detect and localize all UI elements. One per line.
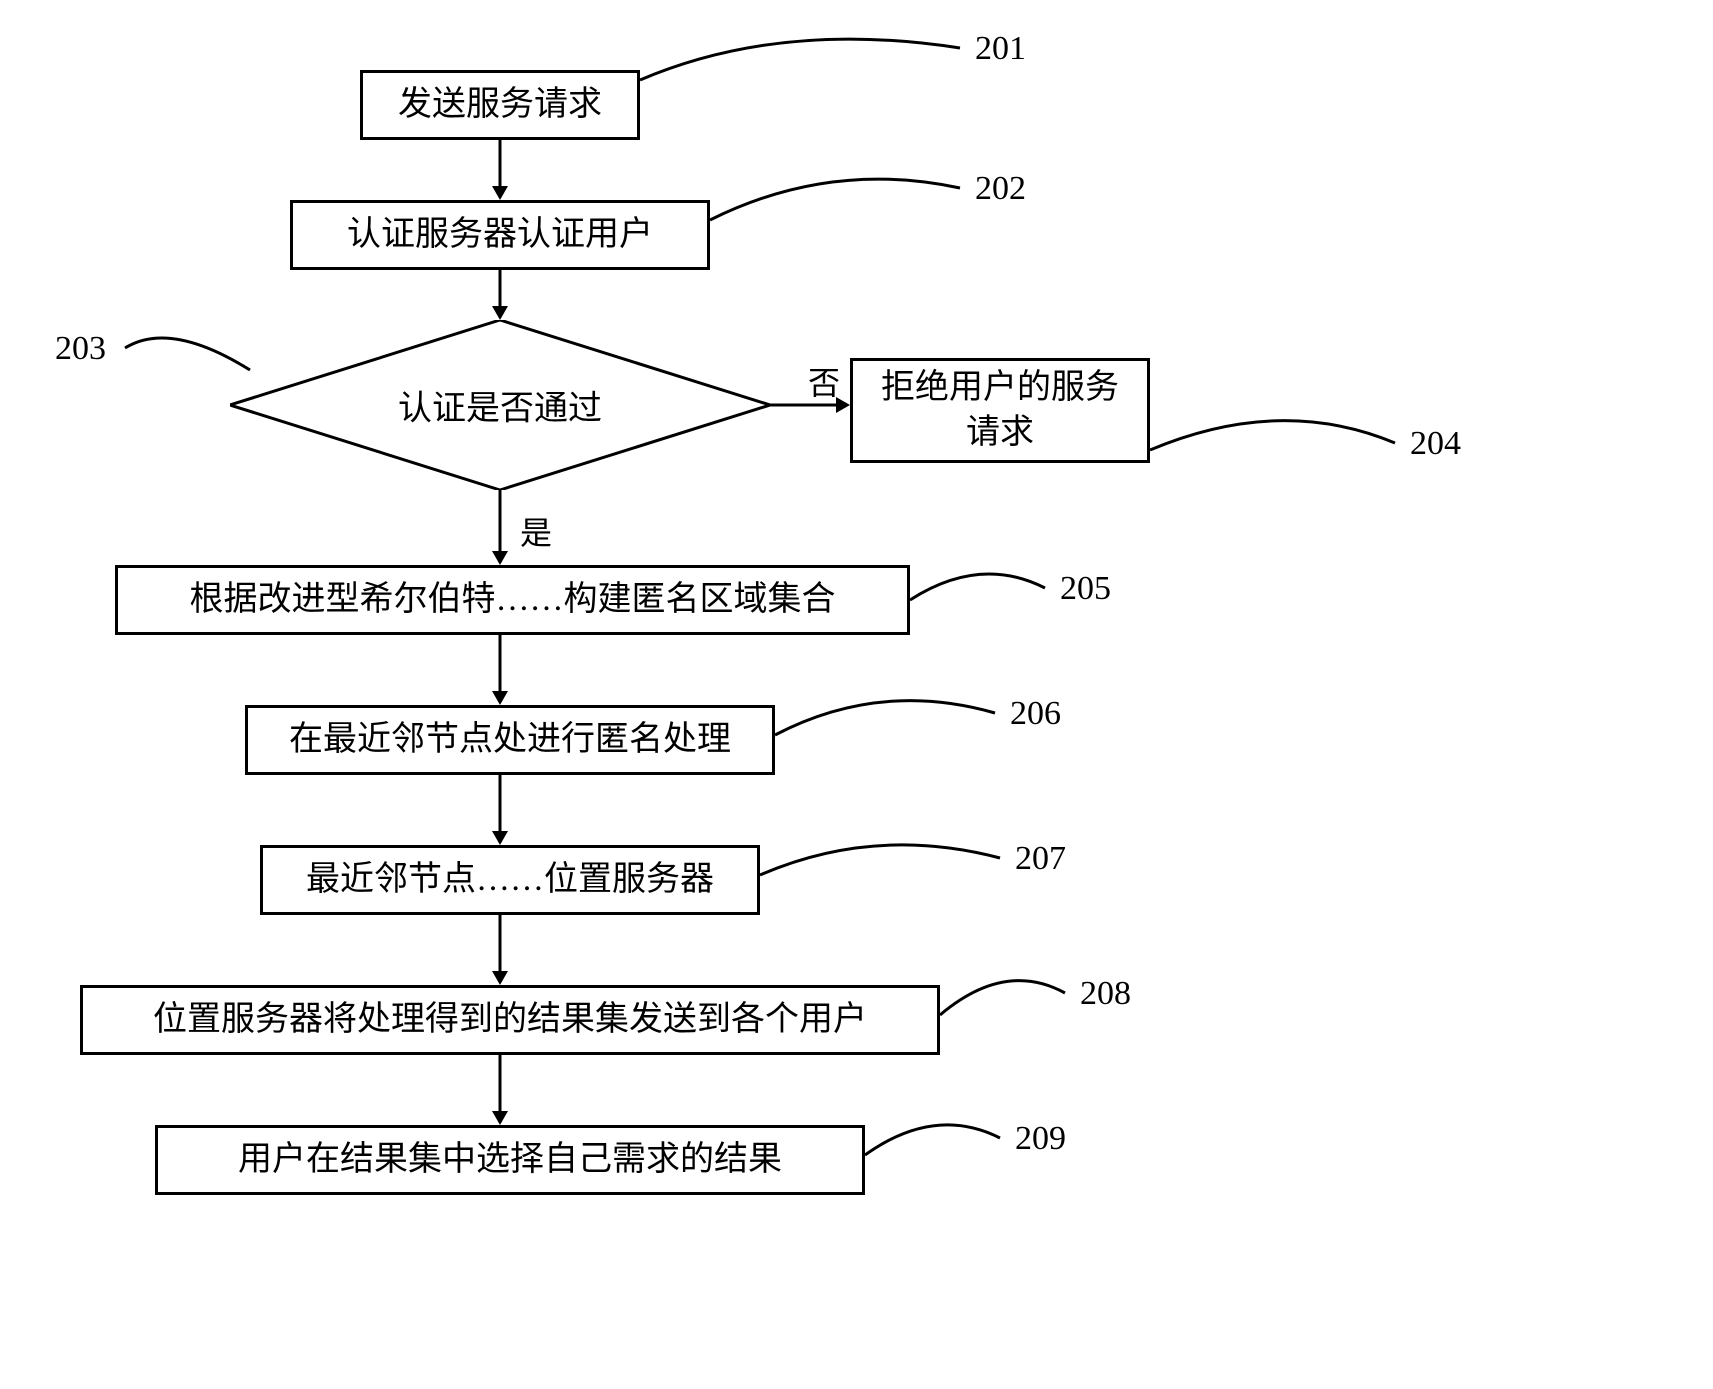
leader-209 — [0, 0, 1713, 1389]
ref-label-209: 209 — [1015, 1120, 1066, 1158]
